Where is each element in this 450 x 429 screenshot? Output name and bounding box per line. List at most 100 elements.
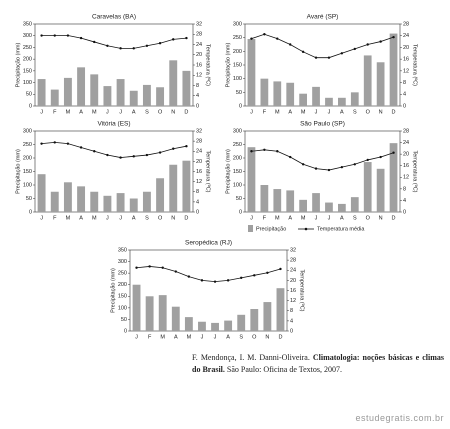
y2-tick-label: 8 xyxy=(290,308,293,314)
x-tick-label: J xyxy=(135,334,138,340)
y-tick-label: 150 xyxy=(233,62,242,68)
publisher: São Paulo: Oficina de Textos, 2007. xyxy=(226,365,342,374)
x-tick-label: A xyxy=(226,334,230,340)
bar xyxy=(182,160,191,212)
y-tick-label: 300 xyxy=(23,33,32,39)
bar xyxy=(363,162,372,212)
x-tick-label: J xyxy=(315,109,318,115)
temperature-point xyxy=(174,270,177,273)
x-tick-label: J xyxy=(214,334,217,340)
bar xyxy=(77,67,86,106)
y-tick-label: 300 xyxy=(233,128,242,134)
y-axis-label: Precipitação (mm) xyxy=(15,43,21,88)
y-tick-label: 150 xyxy=(23,68,32,74)
temperature-point xyxy=(132,155,135,158)
x-tick-label: J xyxy=(40,215,43,221)
temperature-point xyxy=(40,34,43,37)
bar xyxy=(182,70,191,106)
temperature-point xyxy=(276,37,279,40)
y2-axis-label: Temperatura (ºC) xyxy=(205,150,212,192)
x-tick-label: D xyxy=(392,215,396,221)
y-tick-label: 50 xyxy=(236,90,242,96)
bar xyxy=(103,86,112,106)
bar xyxy=(156,178,165,212)
bar xyxy=(145,296,154,331)
temperature-point xyxy=(289,155,292,159)
temperature-point xyxy=(253,274,256,277)
y2-axis-label: Temperatura (ºC) xyxy=(412,44,419,86)
bar xyxy=(63,182,72,212)
bar xyxy=(312,193,320,212)
temperature-point xyxy=(135,266,138,269)
temperature-point xyxy=(79,36,83,40)
y-tick-label: 200 xyxy=(23,155,32,161)
y2-tick-label: 24 xyxy=(403,33,409,39)
y2-tick-label: 28 xyxy=(196,139,202,145)
bar xyxy=(389,143,398,212)
x-tick-label: A xyxy=(79,109,83,115)
legend-marker xyxy=(304,227,308,231)
bar xyxy=(260,185,269,212)
x-tick-label: O xyxy=(252,334,257,340)
temperature-point xyxy=(276,150,279,153)
y2-tick-label: 28 xyxy=(403,128,409,134)
bar xyxy=(273,189,282,212)
y2-tick-label: 12 xyxy=(290,298,296,304)
y2-tick-label: 0 xyxy=(403,103,406,109)
y-tick-label: 150 xyxy=(233,169,242,175)
bar xyxy=(224,320,233,331)
bar xyxy=(37,79,46,106)
bar xyxy=(325,97,333,106)
x-tick-label: M xyxy=(187,334,192,340)
y2-axis-label: Temperatura (ºC) xyxy=(205,44,212,86)
bar xyxy=(116,193,125,212)
temperature-point xyxy=(289,43,292,46)
x-tick-label: M xyxy=(66,215,71,221)
bar xyxy=(363,55,372,106)
bar xyxy=(184,317,193,331)
watermark: estudegratis.com.br xyxy=(355,413,444,423)
temperature-point xyxy=(119,156,122,159)
y2-tick-label: 0 xyxy=(196,103,199,109)
temperature-line xyxy=(41,35,187,49)
bar xyxy=(276,288,285,331)
temperature-point xyxy=(327,56,331,59)
bar xyxy=(156,87,165,106)
temperature-point xyxy=(250,150,253,153)
y2-tick-label: 8 xyxy=(196,83,199,89)
y-tick-label: 100 xyxy=(23,182,32,188)
x-tick-label: M xyxy=(66,109,71,115)
temperature-point xyxy=(79,146,83,149)
y-tick-label: 100 xyxy=(233,76,242,82)
chart-title: Seropédica (RJ) xyxy=(185,240,232,247)
bar xyxy=(299,93,307,106)
x-tick-label: O xyxy=(158,215,163,221)
y-tick-label: 0 xyxy=(124,328,127,334)
x-tick-label: S xyxy=(353,109,357,115)
bar xyxy=(299,199,307,212)
y-tick-label: 150 xyxy=(23,169,32,175)
y2-tick-label: 20 xyxy=(290,278,296,284)
bar xyxy=(376,62,385,106)
temperature-point xyxy=(213,280,217,283)
y-tick-label: 0 xyxy=(239,209,242,215)
bar xyxy=(286,190,295,212)
temperature-point xyxy=(148,265,151,268)
y2-axis-label: Temperatura (ºC) xyxy=(299,269,306,311)
temperature-point xyxy=(301,50,305,54)
temperature-point xyxy=(93,150,96,153)
y2-tick-label: 16 xyxy=(196,169,202,175)
legend-swatch xyxy=(248,225,253,232)
temperature-point xyxy=(106,44,109,47)
y-tick-label: 300 xyxy=(118,259,127,265)
book-title: Climatologia: noções básicas e climas do… xyxy=(192,353,444,374)
temperature-point xyxy=(226,279,230,282)
bar xyxy=(198,321,206,331)
x-tick-label: M xyxy=(301,215,306,221)
y2-tick-label: 16 xyxy=(403,57,409,63)
y-tick-label: 100 xyxy=(118,305,127,311)
temperature-point xyxy=(379,40,382,43)
bar xyxy=(389,33,398,106)
